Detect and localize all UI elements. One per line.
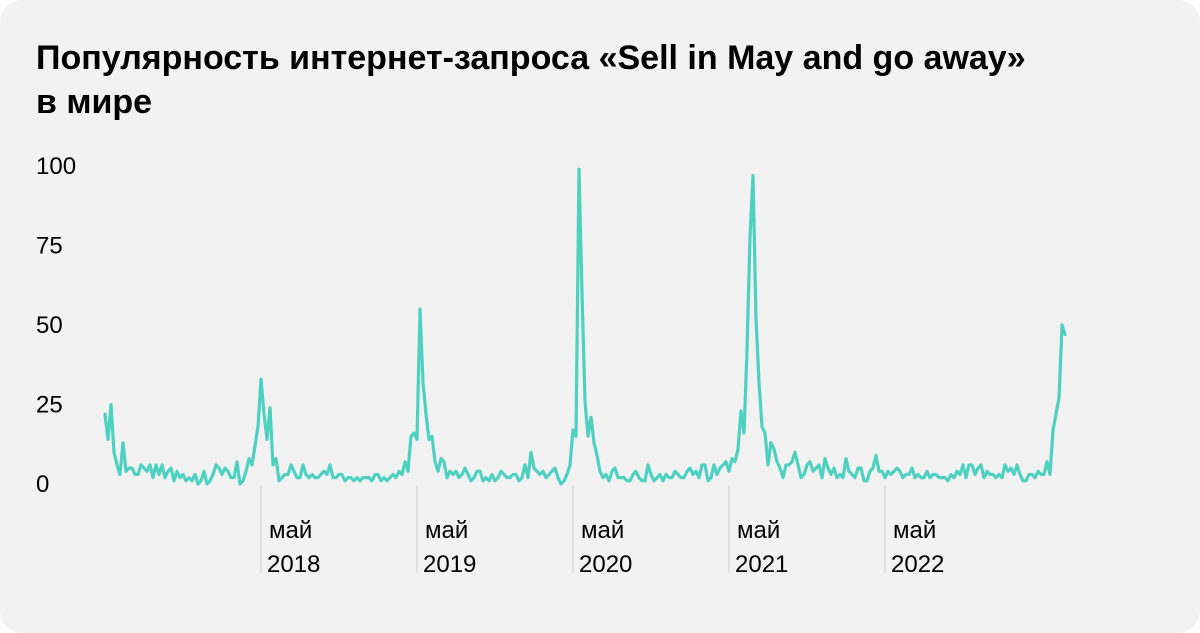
y-tick-label-75: 75 [36,233,63,260]
title-line-2: в мире [36,83,153,121]
y-tick-label-25: 25 [36,392,63,419]
chart-title: Популярность интернет-запроса «Sell in M… [36,36,1156,124]
x-tick-year-2020: 2020 [579,551,632,578]
x-tick-month-2020: май [581,517,624,544]
title-line-1: Популярность интернет-запроса «Sell in M… [36,39,1026,77]
y-tick-label-100: 100 [36,153,76,180]
x-tick-year-2018: 2018 [267,551,320,578]
x-tick-month-2019: май [425,517,468,544]
x-tick-month-2021: май [737,517,780,544]
x-tick-year-2021: 2021 [735,551,788,578]
x-tick-month-2018: май [269,517,312,544]
y-tick-label-0: 0 [36,471,49,498]
y-tick-label-50: 50 [36,312,63,339]
series-line [103,167,1067,486]
x-tick-year-2022: 2022 [891,551,944,578]
x-tick-month-2022: май [893,517,936,544]
x-tick-year-2019: 2019 [423,551,476,578]
